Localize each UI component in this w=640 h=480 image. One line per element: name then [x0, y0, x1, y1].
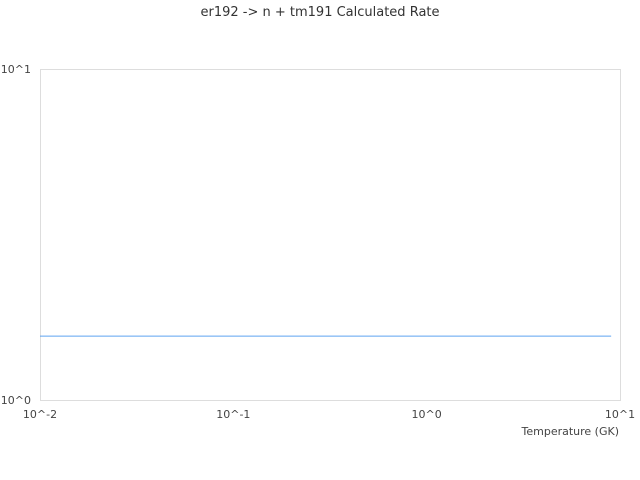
chart-title: er192 -> n + tm191 Calculated Rate [200, 5, 439, 20]
plot-area [40, 69, 621, 401]
y-tick-label: 10^0 [1, 394, 31, 407]
x-tick-label: 10^1 [605, 408, 635, 421]
x-tick-label: 10^-2 [23, 408, 57, 421]
x-tick-label: 10^-1 [216, 408, 250, 421]
x-tick-label: 10^0 [412, 408, 442, 421]
x-axis-label: Temperature (GK) [521, 425, 620, 438]
y-tick-label: 10^1 [1, 63, 31, 76]
